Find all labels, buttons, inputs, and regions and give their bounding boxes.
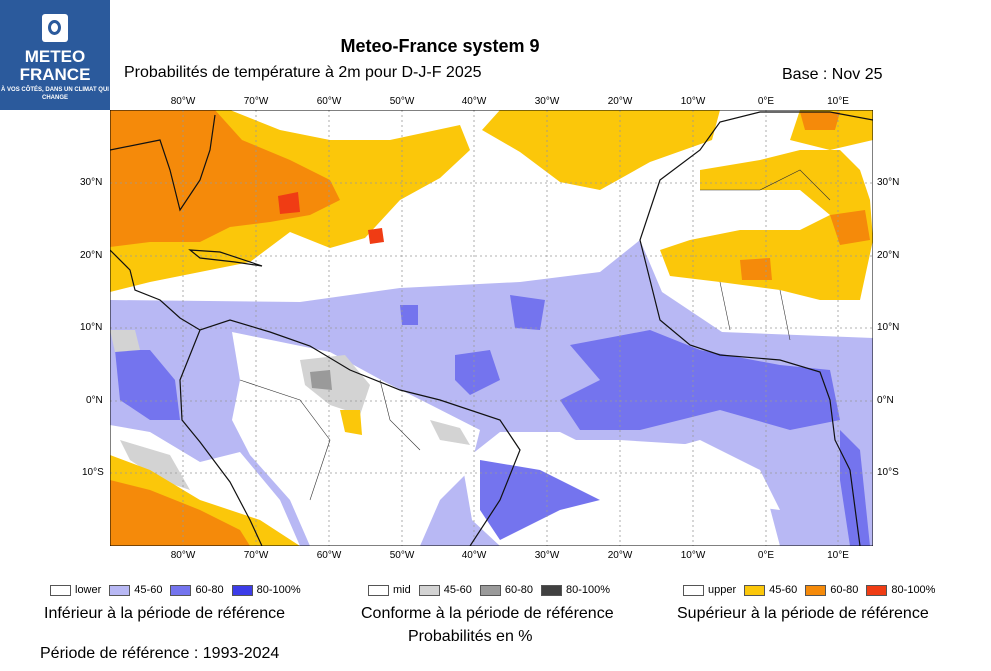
upper-80-100-areas: [278, 192, 384, 244]
lon-label-bottom: 20°W: [607, 550, 633, 561]
logo-emblem-icon: [42, 14, 68, 42]
lat-label-right: 30°N: [877, 177, 900, 188]
legend-label: lower: [75, 584, 102, 596]
swatch-lower-60-80: [170, 584, 192, 596]
lat-label-left: 10°N: [80, 322, 103, 333]
legend-label: 80-100%: [891, 584, 936, 596]
lon-label-bottom: 70°W: [243, 550, 269, 561]
lon-label-top: 0°E: [757, 96, 775, 107]
mid-60-80-area: [310, 370, 332, 390]
meteo-france-logo: METEO FRANCE À VOS CÔTÉS, DANS UN CLIMAT …: [0, 0, 110, 110]
reference-period: Période de référence : 1993-2024: [40, 645, 280, 662]
swatch-lower: [50, 584, 71, 596]
lon-label-bottom: 10°W: [680, 550, 706, 561]
lat-label-right: 10°S: [877, 467, 899, 478]
chart-title: Meteo-France system 9: [340, 36, 540, 56]
lower-caption: Inférieur à la période de référence: [44, 605, 286, 622]
swatch-mid-45-60: [418, 584, 440, 596]
lon-label-top: 40°W: [461, 96, 487, 107]
lat-label-left: 10°S: [82, 467, 104, 478]
lon-label-top: 10°W: [680, 96, 706, 107]
legend-label: 45-60: [134, 584, 163, 596]
lon-label-top: 60°W: [316, 96, 342, 107]
lat-label-right: 10°N: [877, 322, 900, 333]
legend-label: 60-80: [195, 584, 224, 596]
legend-label: 80-100%: [256, 584, 301, 596]
logo-line1: METEO: [24, 47, 86, 66]
lon-label-top: 30°W: [534, 96, 560, 107]
legend-mid: mid 45-60 60-80 80-100%: [368, 584, 610, 596]
swatch-mid-80-100: [541, 584, 563, 596]
lon-label-bottom: 10°E: [827, 550, 849, 561]
lower-60-80-areas: [115, 295, 870, 546]
logo-line2: FRANCE: [19, 65, 91, 84]
swatch-mid-60-80: [479, 584, 501, 596]
swatch-lower-80-100: [231, 584, 253, 596]
legend-label: upper: [708, 584, 737, 596]
swatch-upper-80-100: [866, 584, 888, 596]
lon-label-top: 80°W: [170, 96, 196, 107]
legend-label: 45-60: [443, 584, 472, 596]
graticule: [110, 110, 873, 546]
lat-label-right: 0°N: [877, 395, 894, 406]
swatch-upper: [683, 584, 704, 596]
borders: [239, 169, 831, 501]
probability-map: [110, 110, 873, 546]
lon-label-bottom: 60°W: [316, 550, 342, 561]
legend-lower: lower 45-60 60-80 80-100%: [50, 584, 301, 596]
chart-subtitle: Probabilités de température à 2m pour D-…: [124, 64, 482, 81]
legend-upper: upper 45-60 60-80 80-100%: [683, 584, 935, 596]
base-date: Base : Nov 25: [782, 66, 883, 83]
legend-label: 60-80: [830, 584, 859, 596]
lon-label-top: 50°W: [389, 96, 415, 107]
swatch-lower-45-60: [109, 584, 131, 596]
mid-caption: Conforme à la période de référence: [361, 605, 614, 622]
lon-label-top: 20°W: [607, 96, 633, 107]
lon-label-bottom: 40°W: [461, 550, 487, 561]
units-caption: Probabilités en %: [408, 628, 533, 645]
logo-tagline: À VOS CÔTÉS, DANS UN CLIMAT QUI CHANGE: [1, 87, 109, 101]
legend-label: 80-100%: [566, 584, 611, 596]
lat-label-left: 0°N: [86, 395, 103, 406]
legend-label: 60-80: [504, 584, 534, 596]
lon-label-bottom: 30°W: [534, 550, 560, 561]
lon-label-bottom: 50°W: [389, 550, 415, 561]
lon-label-top: 10°E: [827, 96, 849, 107]
upper-caption: Supérieur à la période de référence: [677, 605, 929, 622]
legend-label: mid: [393, 584, 411, 596]
swatch-upper-60-80: [805, 584, 827, 596]
mid-45-60-areas: [110, 330, 470, 490]
legend-label: 45-60: [769, 584, 798, 596]
lon-label-top: 70°W: [243, 96, 269, 107]
swatch-upper-45-60: [744, 584, 766, 596]
coastlines: [110, 111, 873, 546]
lat-label-right: 20°N: [877, 250, 900, 261]
lon-label-bottom: 0°E: [757, 550, 775, 561]
swatch-mid: [368, 584, 389, 596]
lat-label-left: 30°N: [80, 177, 103, 188]
lon-label-bottom: 80°W: [170, 550, 196, 561]
lat-label-left: 20°N: [80, 250, 103, 261]
